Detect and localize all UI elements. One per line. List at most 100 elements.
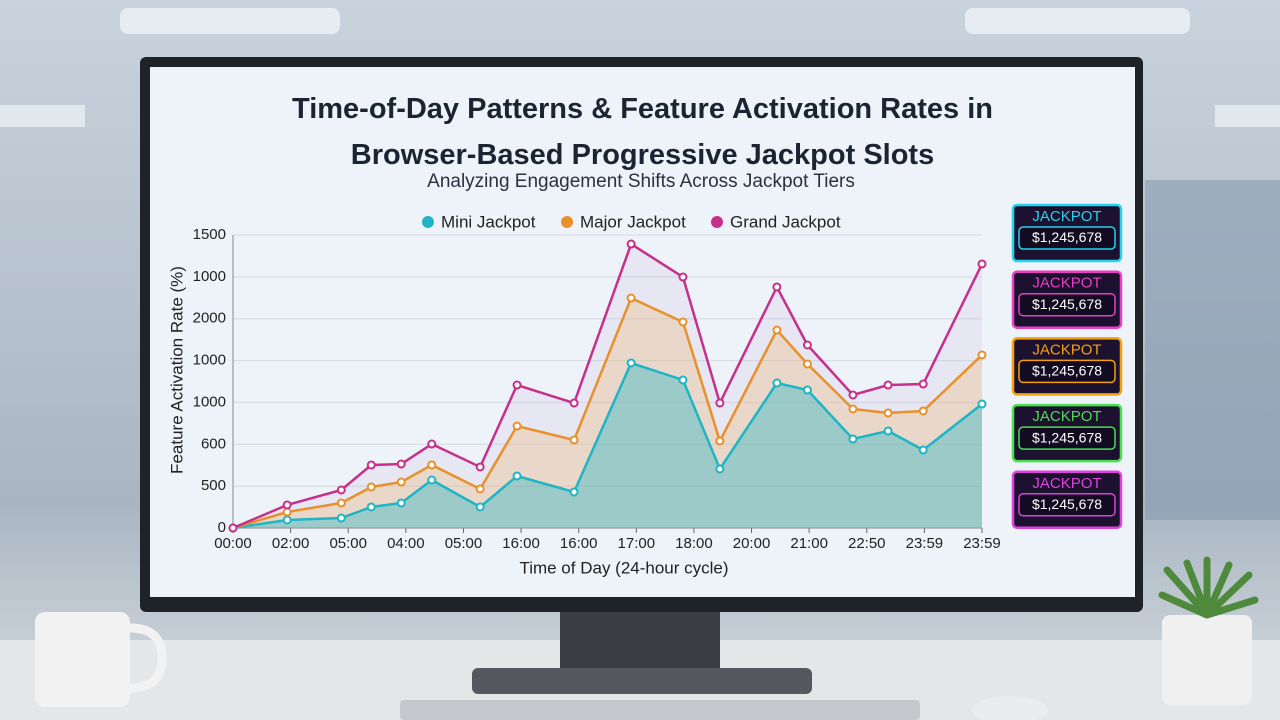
point — [802, 359, 812, 369]
side-panels: JACKPOT $1,245,678 JACKPOT $1,245,678 JACKPO… — [1011, 203, 1123, 530]
chart-title: Time-of-Day Patterns & Feature Activatio… — [292, 93, 993, 171]
legend-marker — [422, 216, 434, 228]
x-tick-label: 16:00 — [502, 535, 540, 552]
point — [802, 385, 812, 395]
point — [802, 340, 812, 350]
point — [918, 406, 928, 416]
point — [282, 515, 292, 525]
jackpot-label: JACKPOT — [1032, 208, 1101, 225]
y-axis-label: Feature Activation Rate (%) — [167, 266, 186, 474]
point — [678, 272, 688, 282]
point — [475, 484, 485, 494]
line — [232, 242, 984, 530]
point — [977, 350, 987, 360]
legend-marker — [711, 216, 723, 228]
point — [228, 523, 238, 533]
point — [396, 498, 406, 508]
x-tick-label: 05:00 — [445, 535, 483, 552]
point — [475, 502, 485, 512]
point — [336, 513, 346, 523]
point — [848, 434, 858, 444]
point — [427, 439, 437, 449]
area — [233, 298, 982, 528]
y-tick-label: 1500 — [193, 226, 226, 243]
x-tick-label: 23:59 — [963, 535, 1001, 552]
y-tick-label: 2000 — [193, 310, 226, 327]
legend-label: Major Jackpot — [580, 212, 686, 231]
ceiling-light — [965, 8, 1190, 34]
jackpot-label: JACKPOT — [1032, 475, 1101, 492]
point — [366, 460, 376, 470]
point — [512, 380, 522, 390]
chart-subtitle: Analyzing Engagement Shifts Across Jackp… — [427, 171, 855, 192]
y-tick-label: 500 — [201, 477, 226, 494]
point — [475, 462, 485, 472]
x-tick-label: 16:00 — [560, 535, 598, 552]
jackpot-amount-box — [1018, 359, 1116, 384]
line — [232, 361, 983, 530]
legend-label: Grand Jackpot — [730, 212, 841, 231]
window — [1145, 180, 1280, 520]
point — [977, 259, 987, 269]
jackpot-label: JACKPOT — [1032, 275, 1101, 292]
jackpot-amount: $1,245,678 — [1032, 363, 1102, 379]
point — [918, 379, 928, 389]
point — [396, 459, 406, 469]
jackpot-amount: $1,245,678 — [1032, 229, 1102, 245]
jackpot-label: JACKPOT — [1032, 341, 1101, 358]
x-tick-label: 22:50 — [848, 535, 886, 552]
jackpot-amount: $1,245,678 — [1032, 429, 1102, 445]
point — [366, 482, 376, 492]
point — [626, 239, 636, 249]
monitor-stand — [560, 608, 720, 673]
point — [715, 436, 725, 446]
area — [233, 244, 982, 528]
line — [232, 296, 983, 530]
point — [427, 475, 437, 485]
point — [715, 398, 725, 408]
x-tick-label: 18:00 — [675, 535, 713, 552]
y-tick-label: 600 — [201, 435, 226, 452]
point — [848, 404, 858, 414]
y-tick-label: 0 — [218, 519, 226, 536]
point — [883, 408, 893, 418]
x-tick-label: 20:00 — [733, 535, 771, 552]
point — [427, 460, 437, 470]
point — [569, 435, 579, 445]
jackpot-amount: $1,245,678 — [1032, 296, 1102, 312]
legend-marker — [561, 216, 573, 228]
jackpot-amount: $1,245,678 — [1032, 496, 1102, 512]
point — [678, 317, 688, 327]
x-tick-label: 00:00 — [214, 535, 252, 552]
x-tick-label: 23:59 — [906, 535, 944, 552]
point — [848, 390, 858, 400]
ceiling-light — [120, 8, 340, 34]
jackpot-label: JACKPOT — [1032, 408, 1101, 425]
point — [883, 426, 893, 436]
point — [977, 399, 987, 409]
monitor-base — [472, 668, 812, 694]
point — [626, 358, 636, 368]
plot: 0 500 600 1000 1000 2000 1000 1500 00:00 02:00 05:… — [193, 212, 1001, 551]
point — [336, 485, 346, 495]
jackpot-amount-box — [1018, 426, 1116, 450]
mug-handle — [129, 623, 167, 693]
point — [366, 502, 376, 512]
point — [626, 293, 636, 303]
jackpot-amount-box — [1018, 493, 1116, 517]
x-tick-label: 21:00 — [790, 535, 828, 552]
point — [396, 477, 406, 487]
chart-title-box: Time-of-Day Patterns & Feature Activatio… — [150, 86, 1135, 178]
point — [282, 507, 292, 517]
y-tick-label: 1000 — [193, 268, 226, 285]
mouse — [972, 696, 1048, 720]
point — [715, 464, 725, 474]
area — [233, 362, 982, 528]
point — [512, 471, 522, 481]
point — [772, 378, 782, 388]
plant — [1158, 556, 1259, 619]
point — [678, 375, 688, 385]
y-tick-label: 1000 — [193, 352, 226, 369]
